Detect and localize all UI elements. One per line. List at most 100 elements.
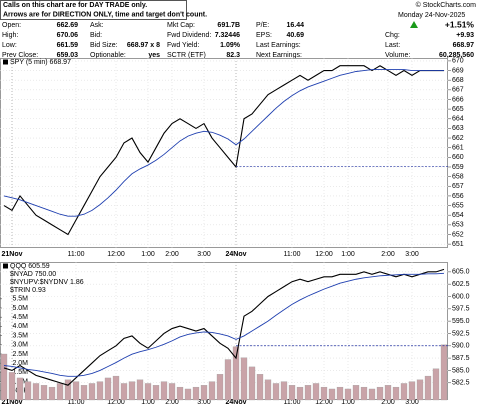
y-tick-label: 585.0: [452, 367, 470, 374]
legend-annotation: $NYUPV:$NYDNV 1.86: [10, 279, 84, 286]
quote-value: 7.32446: [215, 32, 240, 39]
quote-label: Last Earnings:: [256, 42, 301, 49]
x-tick-label: 24Nov: [225, 399, 246, 406]
legend-annotation: $TRIN 0.93: [10, 287, 46, 294]
y-tick-label: 668: [452, 77, 464, 84]
y-tick-label: 602.5: [452, 281, 470, 288]
quote-label: Low:: [2, 42, 17, 49]
quote-label: Mkt Cap:: [167, 22, 195, 29]
y-tick-label: 669: [452, 67, 464, 74]
volume-bar: [368, 388, 376, 401]
y-tick-label: 655: [452, 202, 464, 209]
y2-tick-label: 5.0M: [12, 305, 28, 312]
volume-bar: [96, 381, 104, 401]
volume-bar: [288, 385, 296, 401]
y-tick-label: 597.5: [452, 306, 470, 313]
volume-bar: [216, 374, 224, 401]
y2-tick-label: 3.5M: [12, 332, 28, 339]
volume-bar: [16, 377, 24, 401]
x-tick-label: 3:00: [405, 399, 419, 406]
volume-bar: [328, 388, 336, 401]
x-tick-label: 3:00: [197, 399, 211, 406]
x-tick-label: 12:00: [107, 399, 125, 406]
volume-bar: [376, 386, 384, 401]
volume-bar: [432, 368, 440, 401]
y2-tick-label: 4.5M: [12, 314, 28, 321]
side-label: Chg:: [385, 32, 400, 39]
quote-value: 661.59: [57, 42, 79, 49]
x-tick-label: 2:00: [381, 399, 395, 406]
volume-bar: [88, 383, 96, 401]
quote-label: Optionable:: [90, 52, 126, 59]
quote-value: 659.03: [57, 52, 79, 59]
quote-value: 16.44: [286, 22, 304, 29]
side-label: Volume:: [385, 52, 410, 59]
volume-bar: [312, 383, 320, 401]
volume-bar: [272, 383, 280, 401]
quote-label: High:: [2, 32, 18, 39]
y-tick-label: 657: [452, 183, 464, 190]
y-tick-label: 587.5: [452, 355, 470, 362]
volume-bar: [168, 383, 176, 401]
y-tick-label: 651: [452, 241, 464, 248]
moving-average: [3, 272, 445, 377]
quote-label: Ask:: [90, 22, 104, 29]
y-tick-label: 661: [452, 145, 464, 152]
volume-bar: [128, 381, 136, 401]
x-tick-label: 3:00: [405, 251, 419, 258]
volume-bar: [400, 383, 408, 401]
y-tick-label: 652: [452, 231, 464, 238]
quote-label: Fwd Dividend:: [167, 32, 211, 39]
y-tick-label: 656: [452, 193, 464, 200]
quote-label: Open:: [2, 22, 21, 29]
quote-value: 40.69: [286, 32, 304, 39]
y-tick-label: 663: [452, 125, 464, 132]
volume-bar: [304, 385, 312, 401]
y-tick-label: 670: [452, 58, 464, 65]
volume-bar: [392, 386, 400, 401]
volume-bar: [248, 366, 256, 401]
volume-bar: [48, 386, 56, 401]
y-tick-label: 667: [452, 87, 464, 94]
x-tick-label: 11:00: [68, 399, 85, 406]
volume-bar: [104, 377, 112, 401]
x-tick-label: 2:00: [165, 251, 179, 258]
y2-tick-label: 5.5M: [12, 296, 28, 303]
volume-bar: [8, 372, 16, 401]
y2-tick-label: 1.5M: [12, 369, 28, 376]
legend-annotation: $NYAD 750.00: [10, 271, 56, 278]
volume-bar: [0, 353, 8, 401]
y-tick-label: 600.0: [452, 293, 470, 300]
volume-bar: [296, 386, 304, 401]
side-label: Last:: [385, 42, 400, 49]
volume-bar: [336, 386, 344, 401]
volume-bar: [424, 375, 432, 401]
x-tick-label: 1:00: [341, 251, 355, 258]
volume-bar: [72, 381, 80, 401]
x-tick-label: 12:00: [315, 399, 333, 406]
quote-date: Monday 24-Nov-2025: [398, 12, 465, 19]
volume-bar: [208, 381, 216, 401]
volume-bar: [32, 383, 40, 401]
x-tick-label: 1:00: [141, 251, 155, 258]
volume-bar: [256, 374, 264, 401]
volume-bar: [320, 386, 328, 401]
x-tick-label: 11:00: [284, 399, 301, 406]
x-tick-label: 12:00: [107, 251, 125, 258]
volume-bar: [240, 357, 248, 401]
quote-label: Bid:: [90, 32, 102, 39]
volume-bar: [136, 379, 144, 401]
x-tick-label: 2:00: [165, 399, 179, 406]
y-tick-label: 665: [452, 106, 464, 113]
x-tick-label: 2:00: [381, 251, 395, 258]
volume-bar: [152, 385, 160, 401]
change-pct: +1.51%: [445, 19, 475, 29]
quote-value: yes: [148, 52, 160, 59]
side-value: 668.97: [453, 42, 475, 49]
quote-value: 670.06: [57, 32, 79, 39]
y-tick-label: 592.5: [452, 330, 470, 337]
y-tick-label: 664: [452, 116, 464, 123]
y-tick-label: 658: [452, 173, 464, 180]
volume-bar: [232, 346, 240, 401]
